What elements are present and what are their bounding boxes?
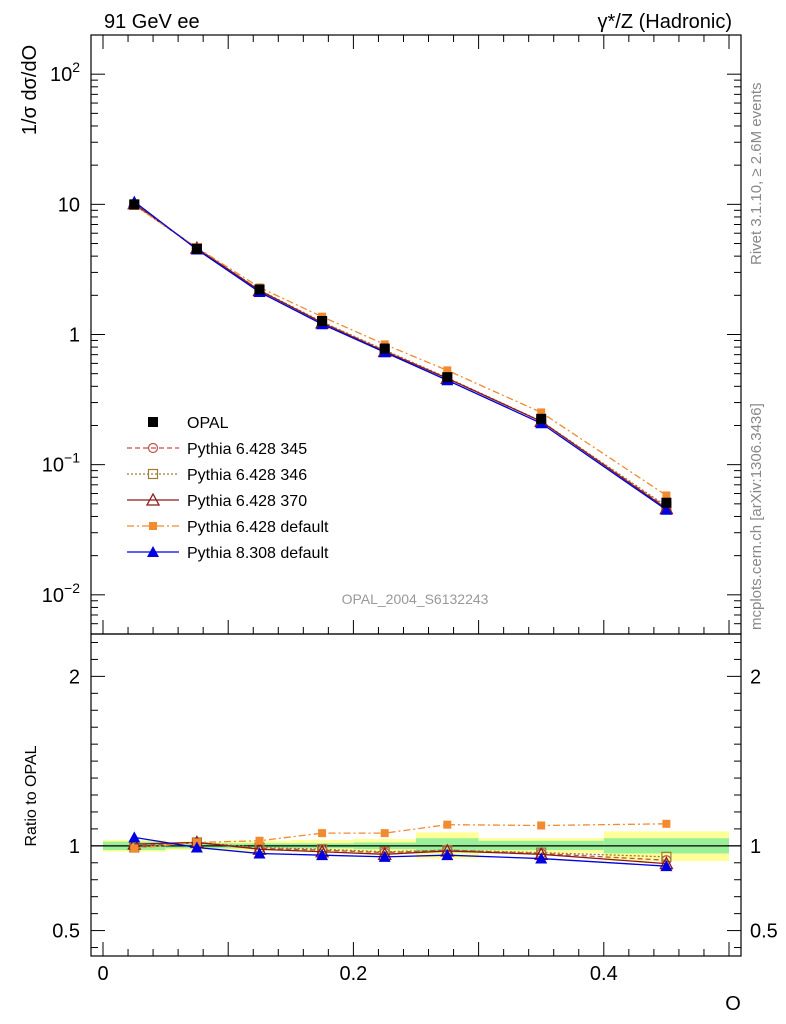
- ratio-y-tick-label: 2: [69, 666, 80, 688]
- y-tick-label: 1: [69, 325, 80, 347]
- marker-square: [191, 243, 202, 254]
- marker-square-filled: [255, 836, 264, 845]
- marker-square: [129, 199, 140, 210]
- marker-triangle-filled: [441, 849, 454, 861]
- mcplots-label: mcplots.cern.ch [arXiv:1306.3436]: [748, 403, 765, 630]
- legend-label: OPAL: [187, 415, 229, 432]
- marker-square: [379, 343, 390, 354]
- marker-square-filled: [130, 844, 139, 853]
- marker-triangle-filled: [253, 847, 266, 859]
- plot-frames: [90, 34, 742, 957]
- marker-triangle-filled: [378, 850, 391, 862]
- header-right: γ*/Z (Hadronic): [598, 11, 732, 33]
- marker-square: [536, 413, 547, 424]
- marker-circle-open: [147, 442, 159, 454]
- header-left: 91 GeV ee: [104, 11, 200, 33]
- marker-square: [148, 417, 158, 427]
- main-axis-ticks: 10−2 10−1 1 10 102: [42, 34, 741, 635]
- marker-square-filled: [537, 408, 546, 417]
- y-tick-label: 10−2: [42, 580, 80, 607]
- legend: OPAL Pythia 6.428 345 Pythia 6.428 346 Pyth…: [127, 415, 329, 562]
- marker-square-filled: [443, 366, 452, 375]
- ratio-y-tick-label: 1: [69, 836, 80, 858]
- ratio-axis-ticks: 0.5 0.5 1 1 2 2 0 0.2 0.4: [52, 641, 778, 985]
- marker-square-filled: [662, 819, 671, 828]
- y-tick-label: 10−1: [42, 450, 80, 477]
- marker-triangle-filled: [660, 860, 673, 872]
- marker-square-filled: [318, 829, 327, 838]
- marker-square-filled: [537, 821, 546, 830]
- marker-square: [442, 372, 453, 383]
- marker-triangle-filled: [147, 546, 159, 557]
- series-line: [133, 201, 667, 511]
- x-tick-label: 0: [97, 963, 108, 985]
- marker-square-filled: [662, 491, 671, 500]
- legend-label: Pythia 6.428 346: [187, 467, 307, 484]
- marker-triangle-filled: [190, 841, 203, 853]
- ratio-series-group: [127, 819, 674, 872]
- legend-label: Pythia 6.428 default: [187, 519, 329, 536]
- ratio-y-tick-label-right: 1: [750, 836, 761, 858]
- main-ylabel: 1/σ dσ/dO: [19, 45, 41, 135]
- marker-triangle-filled: [660, 503, 673, 515]
- marker-triangle-filled: [128, 831, 141, 843]
- marker-triangle-filled: [316, 849, 329, 861]
- ratio-series-line: [134, 823, 667, 850]
- x-tick-label: 0.4: [590, 963, 618, 985]
- series-line: [133, 203, 667, 508]
- rivet-label: Rivet 3.1.10, ≥ 2.6M events: [748, 83, 765, 266]
- y-tick-label: 10: [58, 194, 80, 216]
- ratio-y-tick-label: 0.5: [52, 921, 80, 943]
- ratio-y-tick-label-right: 0.5: [750, 921, 778, 943]
- ratio-frame: [90, 633, 742, 957]
- marker-square: [317, 315, 328, 326]
- main-series-group: [127, 195, 674, 515]
- legend-label: Pythia 6.428 345: [187, 441, 307, 458]
- legend-label: Pythia 6.428 370: [187, 493, 307, 510]
- ratio-series-line: [134, 836, 667, 867]
- legend-label: Pythia 8.308 default: [187, 545, 329, 562]
- series-line: [133, 204, 667, 496]
- marker-square: [661, 497, 672, 508]
- x-tick-label: 0.2: [339, 963, 367, 985]
- ratio-ylabel: Ratio to OPAL: [23, 745, 40, 846]
- marker-square-open: [147, 468, 159, 480]
- marker-square-filled: [380, 829, 389, 838]
- y-tick-label: 102: [50, 59, 80, 86]
- marker-square-filled: [149, 522, 157, 530]
- marker-square: [254, 284, 265, 295]
- analysis-id: OPAL_2004_S6132243: [342, 591, 489, 607]
- marker-triangle-open: [145, 492, 161, 506]
- series-line: [133, 203, 667, 510]
- marker-square-filled: [443, 820, 452, 829]
- series-line: [133, 204, 667, 507]
- x-axis-label: O: [725, 993, 741, 1015]
- ratio-y-tick-label-right: 2: [750, 666, 761, 688]
- marker-triangle-filled: [535, 852, 548, 864]
- ratio-series-line: [134, 841, 667, 865]
